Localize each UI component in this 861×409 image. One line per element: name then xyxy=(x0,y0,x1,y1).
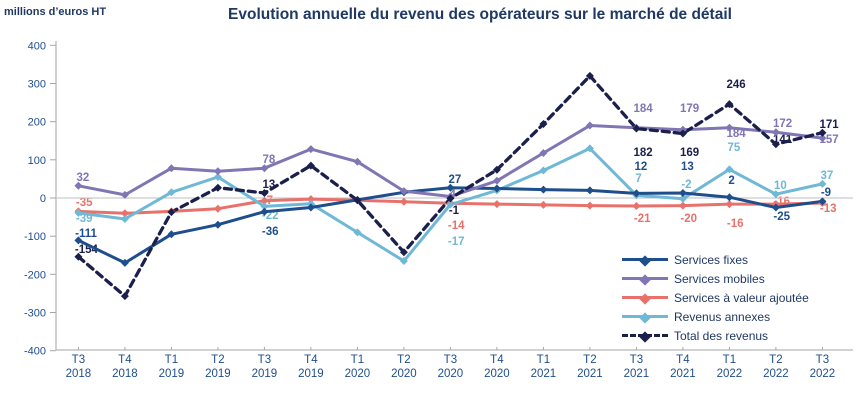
svg-text:0: 0 xyxy=(40,193,46,205)
svg-text:-400: -400 xyxy=(24,346,46,358)
svg-text:300: 300 xyxy=(28,79,46,91)
svg-text:200: 200 xyxy=(28,117,46,129)
svg-text:-100: -100 xyxy=(24,231,46,243)
svg-text:-300: -300 xyxy=(24,308,46,320)
svg-text:100: 100 xyxy=(28,155,46,167)
svg-text:400: 400 xyxy=(28,40,46,52)
svg-text:-200: -200 xyxy=(24,269,46,281)
